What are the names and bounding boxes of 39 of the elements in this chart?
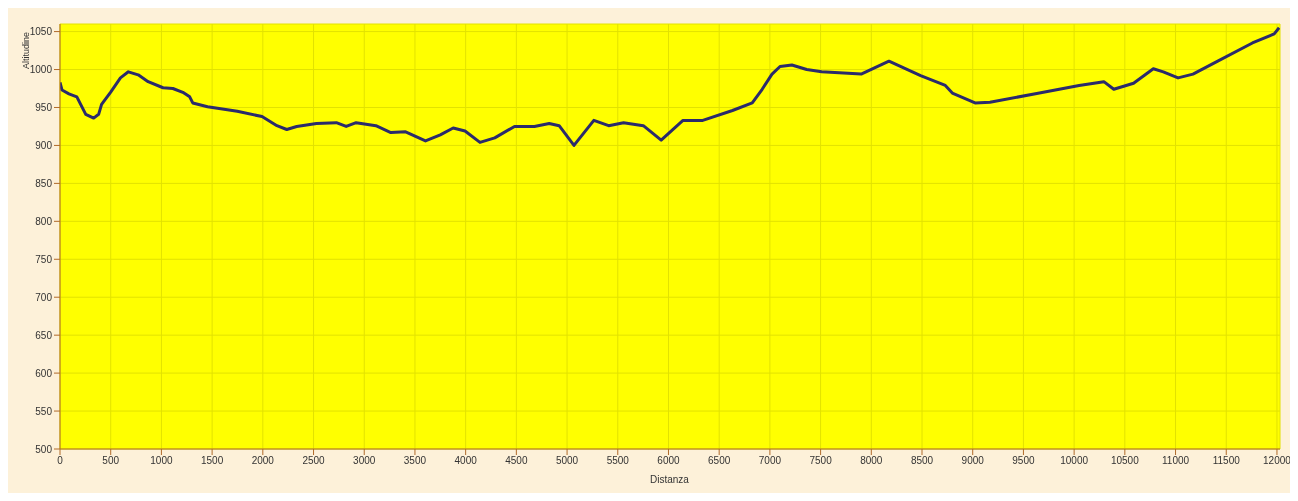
x-tick-label: 1500 [200,455,224,467]
y-tick-label: 800 [35,215,53,227]
x-tick-label: 6000 [657,455,681,467]
x-tick-label: 2500 [302,455,326,467]
y-tick-label: 500 [35,443,53,455]
x-tick-label: 0 [57,455,64,467]
y-tick-label: 900 [35,139,53,151]
x-tick-label: 3500 [403,455,427,467]
x-tick-label: 9500 [1012,455,1035,467]
x-tick-label: 11500 [1212,455,1241,467]
y-tick-label: 950 [35,102,53,114]
x-tick-label: 8500 [910,455,934,467]
x-tick-label: 8000 [860,455,883,467]
y-tick-label: 700 [35,291,53,303]
y-tick-label: 600 [35,367,53,379]
x-tick-label: 1000 [150,455,173,467]
x-axis-title: Distanza [650,474,690,485]
y-tick-label: 850 [35,177,53,189]
x-tick-label: 4000 [454,455,478,467]
x-tick-label: 5500 [606,455,630,467]
x-tick-label: 5000 [555,455,579,467]
x-tick-label: 7000 [758,455,782,467]
y-tick-label: 1050 [29,26,53,38]
y-tick-label: 750 [35,253,53,265]
x-tick-label: 6500 [708,455,731,467]
x-tick-label: 9000 [961,455,985,467]
x-tick-label: 2000 [251,455,275,467]
x-tick-label: 11000 [1162,455,1190,467]
y-tick-label: 1000 [29,64,53,76]
x-tick-label: 500 [102,455,120,467]
x-tick-label: 7500 [809,455,833,467]
y-tick-label: 650 [35,329,53,341]
x-tick-label: 10000 [1060,455,1089,467]
x-tick-label: 4500 [505,455,528,467]
x-tick-label: 12000 [1263,455,1292,467]
y-axis-title: Altitudine [21,31,32,69]
x-tick-label: 10500 [1110,455,1140,467]
x-tick-label: 3000 [353,455,376,467]
y-tick-label: 550 [35,405,53,417]
